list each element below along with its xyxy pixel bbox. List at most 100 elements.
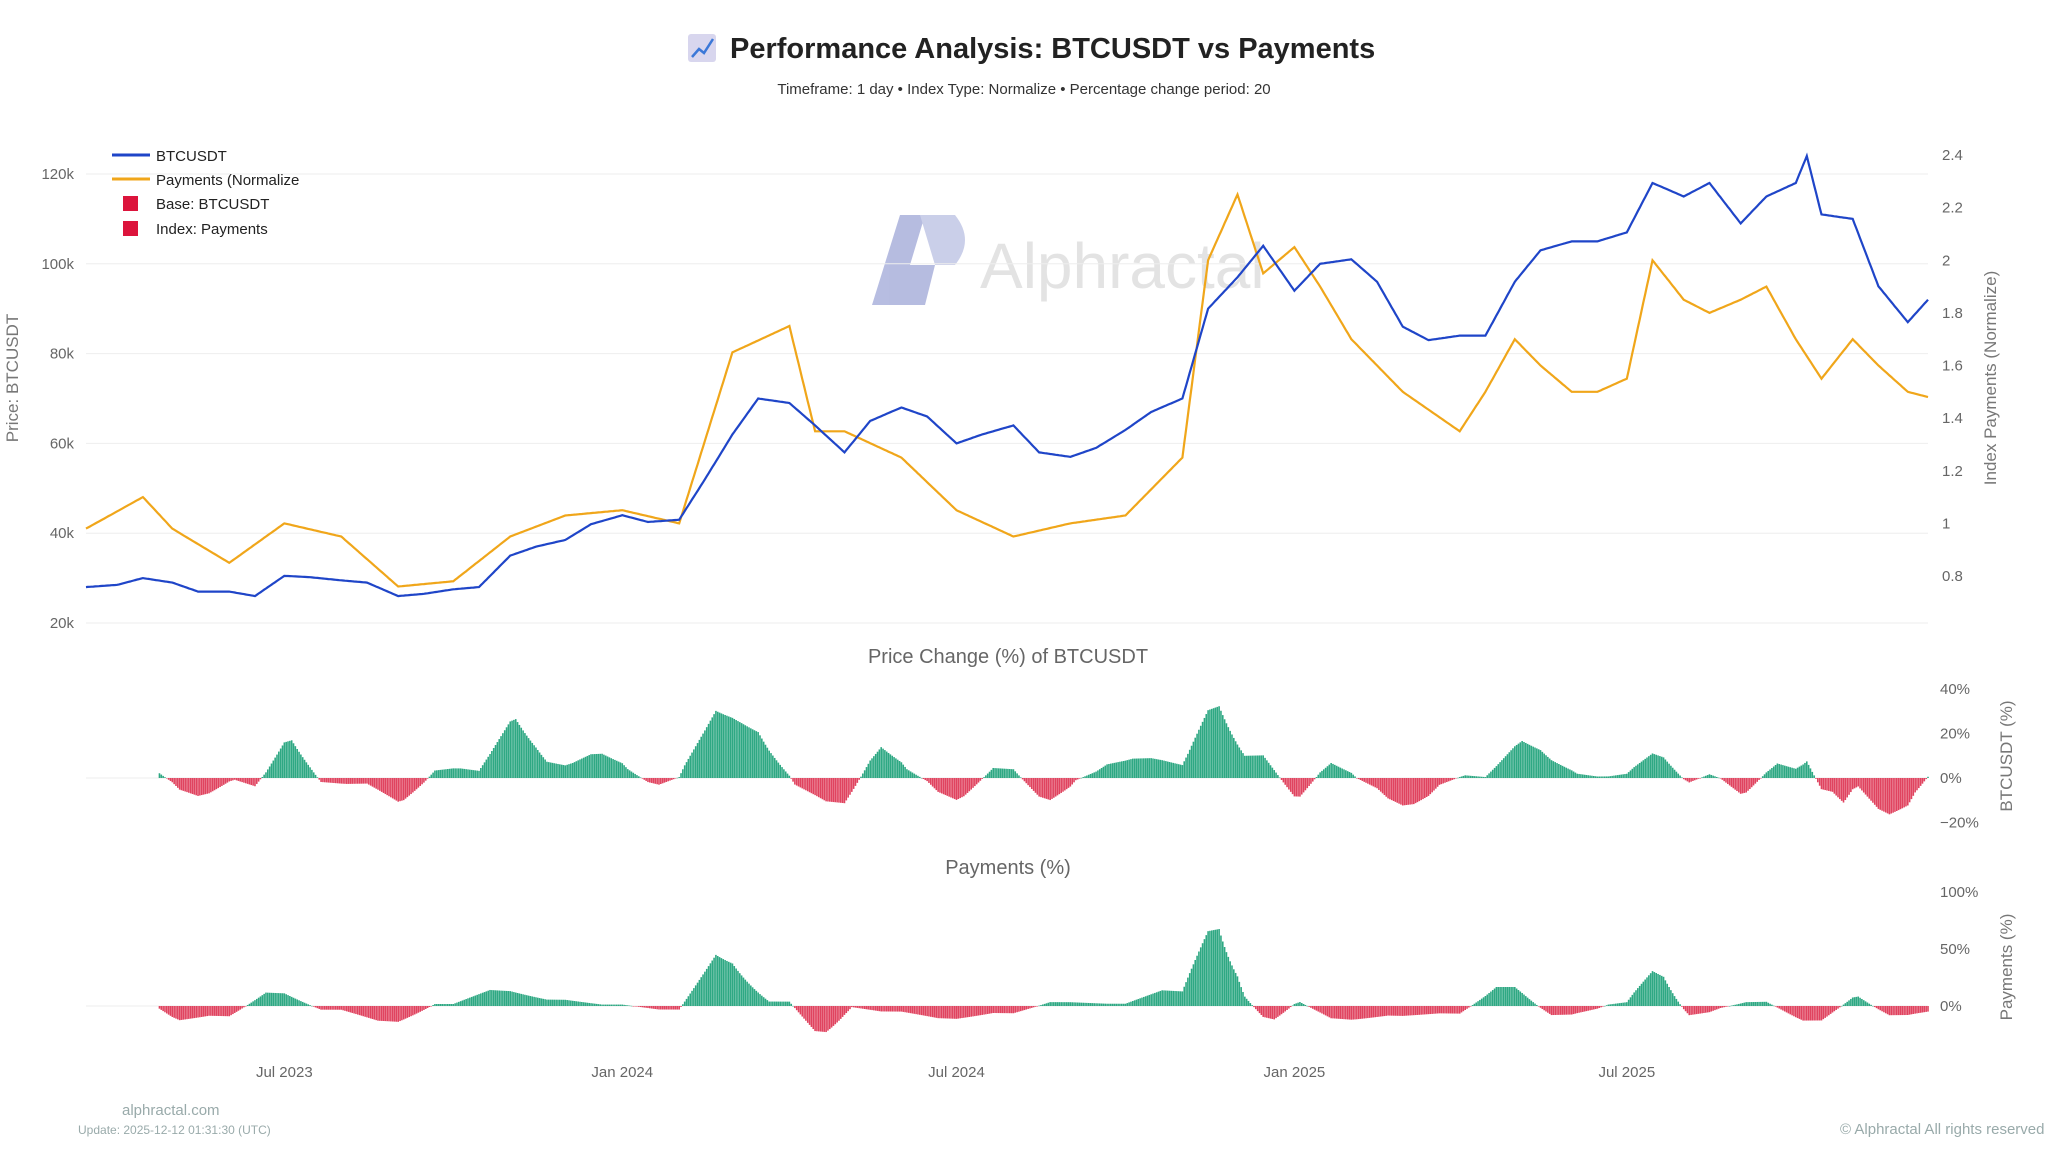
change-bar [1244,755,1246,778]
change-bar [1267,762,1270,778]
change-bar [1422,778,1424,800]
change-bar [1550,760,1553,778]
change-bar [999,768,1002,778]
change-bar [849,1006,851,1010]
change-bar [1190,968,1193,1006]
change-bar [1126,1003,1129,1006]
change-bar [1473,1003,1476,1006]
change-bar [1242,753,1244,778]
change-bar [1251,1005,1253,1006]
change-bar [1914,778,1916,793]
change-bar [1357,1006,1360,1020]
change-bar [1730,1005,1733,1007]
change-bar [531,996,534,1006]
change-bar [1596,1006,1599,1009]
bar-tick-label: 40% [1940,681,1970,698]
change-bar [1853,997,1856,1006]
change-bar [1895,1006,1898,1016]
change-bar [674,1006,677,1010]
change-bar [740,723,743,778]
change-bar [1367,778,1369,784]
change-bar [1502,758,1505,778]
change-bar [1332,1006,1334,1019]
change-bar [1789,767,1792,778]
change-bar [320,1006,322,1010]
change-bar [1310,778,1312,784]
change-bar [314,1006,317,1008]
change-bar [1831,1006,1834,1013]
change-bar [555,763,557,778]
change-bar [792,1005,794,1007]
change-bar [555,999,557,1006]
change-bar [610,1004,613,1006]
change-bar [1299,1002,1301,1006]
legend-item-btcusdt[interactable]: BTCUSDT [112,148,227,165]
change-bar [1019,1006,1022,1012]
change-bar [1648,975,1650,1006]
change-bar [1479,776,1481,778]
change-bar [1717,777,1720,779]
change-bar [828,1006,831,1030]
change-bar [458,1001,460,1006]
change-bar [836,778,838,803]
change-bar [1783,765,1786,778]
change-bar [581,1001,583,1006]
change-bar [737,721,739,778]
change-bar [1761,776,1764,778]
change-bar [1359,1006,1362,1019]
change-bar [1598,1006,1601,1008]
change-bar [1677,1001,1680,1006]
change-bar [873,1006,875,1011]
change-bar [1183,986,1186,1006]
footer-site[interactable]: alphractal.com [122,1102,220,1119]
change-bar [1302,1003,1305,1006]
change-bar [1576,773,1579,778]
change-bar [762,741,765,778]
change-bar [1703,1006,1705,1014]
change-bar [1289,778,1292,792]
change-bar [643,778,646,780]
change-bar [713,957,715,1006]
change-bar [529,996,532,1006]
change-bar [1752,1002,1755,1006]
change-bar [1570,770,1573,778]
change-bar [1021,778,1024,780]
change-bar [1422,1006,1424,1015]
change-bar [413,1006,416,1015]
change-bar [529,740,532,778]
change-bar [801,778,804,789]
change-bar [1657,755,1659,778]
change-bar [928,778,930,783]
change-bar [874,1006,877,1011]
change-bar [1286,778,1288,788]
svg-text:BTCUSDT: BTCUSDT [156,148,227,165]
change-bar [250,778,253,786]
change-bar [1343,1006,1345,1020]
right-tick-label: 0.8 [1942,568,1963,585]
change-bar [278,993,280,1006]
change-bar [478,770,480,778]
change-bar [463,999,466,1006]
change-bar [210,778,212,793]
change-bar [1040,778,1042,798]
change-bar [817,778,820,798]
footer-update: Update: 2025-12-12 01:31:30 (UTC) [78,1123,271,1137]
change-bar [333,1006,335,1010]
change-bar [1563,766,1566,778]
x-axis-ticks: Jul 2023 Jan 2024 Jul 2024 Jan 2025 Jul 2025 [256,1064,1655,1081]
change-bar [1655,973,1657,1006]
change-bar [1605,1005,1608,1006]
change-bar [423,1006,425,1010]
change-bar [333,778,335,784]
change-bar [963,778,965,797]
legend-item-index[interactable]: Index: Payments [123,221,268,238]
change-bar [823,1006,826,1032]
change-bar [1870,778,1872,801]
change-bar [1087,1002,1090,1006]
right-axis-ticks: 2.42.221.81.61.41.210.8 [1942,147,1963,585]
change-bar [667,778,669,782]
legend-item-payments[interactable]: Payments (Normalize [112,172,299,189]
change-bar [366,778,368,784]
change-bar [498,739,501,778]
legend-item-base[interactable]: Base: BTCUSDT [123,196,269,213]
